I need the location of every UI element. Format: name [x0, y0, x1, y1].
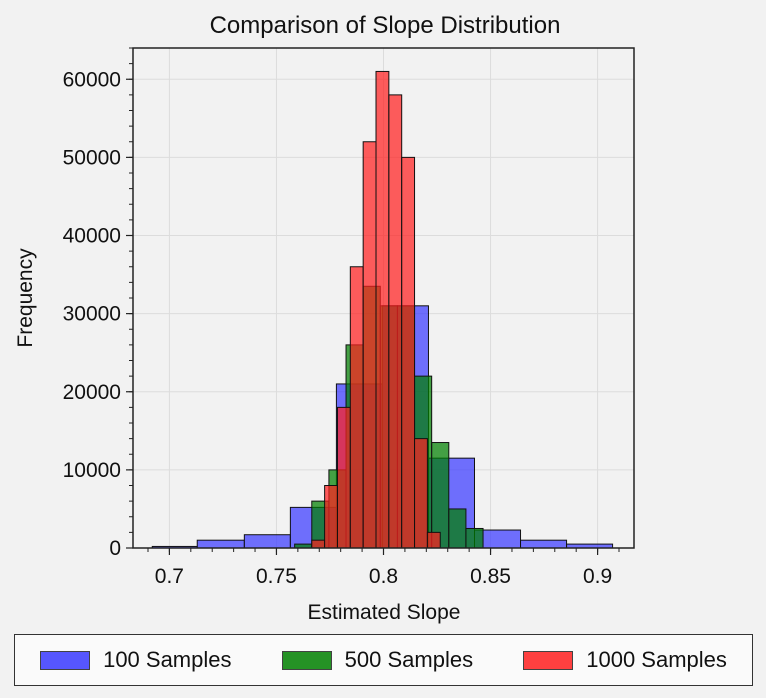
histogram-bar [465, 527, 484, 549]
legend-item: 100 Samples [40, 647, 232, 673]
y-tick-label: 0 [109, 537, 121, 560]
histogram-bar [520, 539, 568, 549]
histogram-bar [196, 539, 245, 549]
histogram-bar [336, 406, 351, 549]
legend-label: 100 Samples [103, 647, 232, 672]
y-tick-label: 30000 [63, 303, 121, 326]
legend-label: 500 Samples [344, 647, 474, 672]
y-axis-label: Frequency [14, 248, 37, 348]
histogram-bar [448, 508, 467, 549]
legend: 100 Samples 500 Samples 1000 Samples [14, 634, 753, 686]
legend-item: 500 Samples [281, 647, 474, 673]
histogram-bar [426, 531, 441, 549]
series-3 [311, 70, 441, 549]
histogram-bars [151, 70, 614, 549]
histogram-bar [324, 485, 338, 549]
histogram-bar [349, 266, 364, 549]
legend-item: 1000 Samples [523, 647, 727, 673]
histogram-bar [388, 94, 403, 549]
legend-label: 1000 Samples [586, 647, 727, 672]
legend-swatch [281, 650, 332, 670]
chart-title: Comparison of Slope Distribution [210, 12, 561, 39]
x-tick-label: 0.9 [583, 565, 612, 588]
histogram-bar [414, 438, 428, 549]
histogram-bar [401, 156, 416, 549]
x-axis-label: Estimated Slope [308, 601, 461, 624]
legend-swatch [523, 650, 574, 670]
histogram-bar [362, 141, 377, 549]
x-tick-label: 0.7 [155, 565, 184, 588]
histogram-bar [243, 534, 291, 549]
y-tick-label: 50000 [63, 146, 121, 169]
legend-swatch [40, 650, 91, 670]
y-axis: 0 10000 20000 30000 40000 50000 60000 [63, 47, 133, 560]
x-tick-label: 0.85 [470, 565, 511, 588]
y-tick-label: 60000 [63, 68, 121, 91]
x-axis: 0.7 0.75 0.8 0.85 0.9 [147, 548, 620, 588]
y-tick-label: 40000 [63, 225, 121, 248]
histogram-chart: Comparison of Slope Distribution 0.7 0.75… [14, 12, 635, 624]
x-tick-label: 0.75 [256, 565, 297, 588]
histogram-bar [375, 70, 390, 549]
x-tick-label: 0.8 [369, 565, 398, 588]
y-tick-label: 10000 [63, 459, 121, 482]
histogram-bar [311, 539, 326, 549]
y-tick-label: 20000 [63, 381, 121, 404]
